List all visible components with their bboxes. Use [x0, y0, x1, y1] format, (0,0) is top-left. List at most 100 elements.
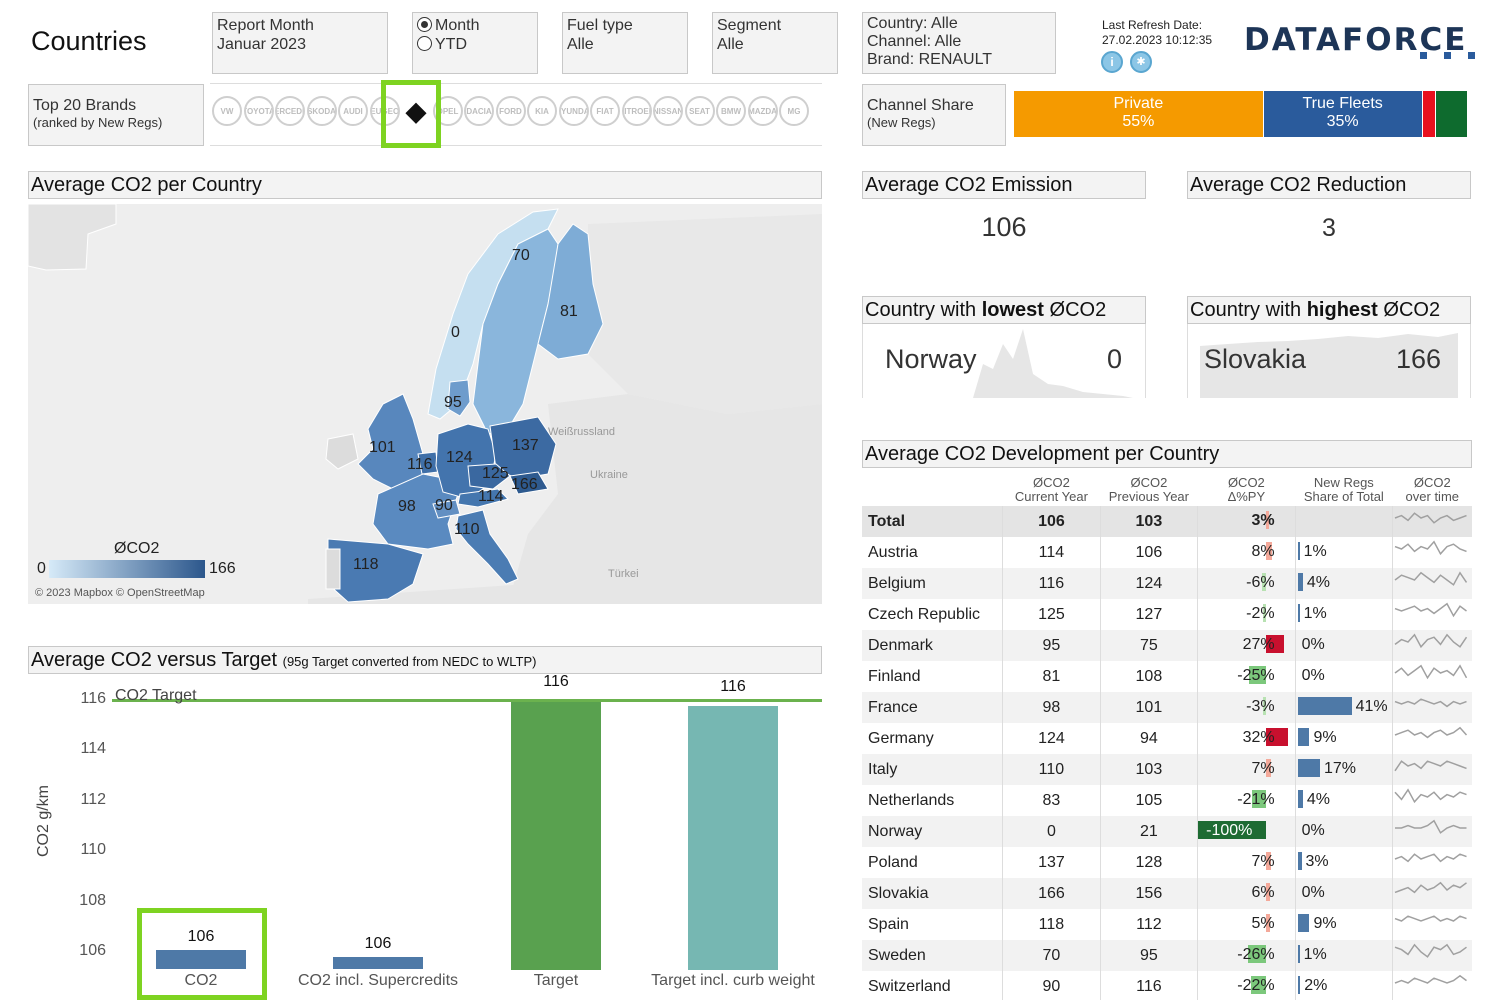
- trend-sparkline: [1394, 571, 1468, 586]
- info-icon[interactable]: i: [1101, 51, 1123, 73]
- share-value: 4%: [1306, 791, 1330, 808]
- brand-logo-hyundai[interactable]: HYUNDAI: [558, 96, 589, 126]
- kpi-avg-reduction-title: Average CO2 Reduction: [1187, 171, 1471, 199]
- header-current-year[interactable]: ØCO2 Current Year: [1014, 475, 1088, 504]
- brand-logo-bmw[interactable]: BMW: [716, 96, 746, 126]
- table-row[interactable]: Norway 0 21 -100% 0%: [862, 816, 1472, 847]
- co2-delta-cell: 3%: [1197, 506, 1296, 537]
- table-row[interactable]: Slovakia 166 156 6% 0%: [862, 878, 1472, 909]
- share-cell: [1295, 506, 1394, 537]
- bar-target[interactable]: [511, 702, 601, 970]
- brand-logo-fiat[interactable]: FIAT: [590, 96, 620, 126]
- brand-logo-mazda[interactable]: MAZDA: [747, 96, 778, 126]
- brand-logo-toyota[interactable]: TOYOTA: [243, 96, 274, 126]
- channel-share-bar[interactable]: Private 55% True Fleets 35%: [1014, 91, 1468, 137]
- co2-delta-cell: -6%: [1197, 568, 1296, 599]
- share-value: 4%: [1306, 574, 1330, 591]
- logo-dot: [1444, 52, 1451, 59]
- country-name: Switzerland: [862, 971, 1004, 1000]
- development-table: ØCO2 Current Year ØCO2 Previous Year ØCO2 Δ…: [862, 476, 1472, 1000]
- co2-map[interactable]: Weißrussland Ukraine Türkei 70 81 0 95 1…: [28, 204, 822, 604]
- brand-logo-nissan[interactable]: NISSAN: [653, 96, 683, 126]
- radio-checked-icon[interactable]: [417, 17, 432, 32]
- table-row[interactable]: Denmark 95 75 27% 0%: [862, 630, 1472, 661]
- bar-co2[interactable]: [156, 950, 246, 969]
- table-row[interactable]: Total 106 103 3%: [862, 506, 1472, 537]
- brand-logo-opel[interactable]: OPEL: [432, 96, 463, 126]
- header-share[interactable]: New Regs Share of Total: [1303, 475, 1384, 504]
- delta-bar: [1263, 697, 1267, 715]
- bar-co2-incl-supercredits[interactable]: [333, 957, 423, 969]
- co2-delta-cell: -3%: [1197, 692, 1296, 723]
- channel-segment-3[interactable]: [1436, 91, 1468, 137]
- channel-segment-1[interactable]: True Fleets 35%: [1263, 91, 1423, 137]
- country-slovakia: [509, 471, 549, 495]
- share-bar: [1297, 759, 1320, 777]
- table-row[interactable]: Finland 81 108 -25% 0%: [862, 661, 1472, 692]
- table-row[interactable]: Netherlands 83 105 -21% 4%: [862, 785, 1472, 816]
- table-row[interactable]: Poland 137 128 7% 3%: [862, 847, 1472, 878]
- table-row[interactable]: Germany 124 94 32% 9%: [862, 723, 1472, 754]
- table-row[interactable]: Italy 110 103 7% 17%: [862, 754, 1472, 785]
- lightbulb-icon[interactable]: ✱: [1130, 51, 1152, 73]
- brand-logo-citroen[interactable]: CITROEN: [621, 96, 652, 126]
- brand-logo-seat[interactable]: SEAT: [684, 96, 715, 126]
- brand-logo-audi[interactable]: AUDI: [338, 96, 368, 126]
- period-option-month[interactable]: Month: [417, 16, 533, 35]
- table-row[interactable]: Czech Republic 125 127 -2% 1%: [862, 599, 1472, 630]
- channel-segment-2[interactable]: [1422, 91, 1437, 137]
- map-value-germany: 124: [446, 449, 473, 466]
- share-value: 0%: [1301, 667, 1325, 684]
- table-row[interactable]: Austria 114 106 8% 1%: [862, 537, 1472, 568]
- trend-sparkline: [1394, 540, 1467, 556]
- share-bar: [1297, 573, 1303, 591]
- map-legend-max: 166: [209, 560, 236, 577]
- co2-previous-year: 124: [1100, 568, 1199, 599]
- brand-logo-ford[interactable]: FORD: [495, 96, 526, 126]
- delta-bar: [1266, 883, 1271, 901]
- delta-bar: [1266, 914, 1270, 932]
- table-row[interactable]: Belgium 116 124 -6% 4%: [862, 568, 1472, 599]
- period-option-ytd[interactable]: YTD: [417, 35, 533, 54]
- trend-sparkline: [1395, 819, 1467, 834]
- share-value: 2%: [1304, 977, 1328, 994]
- delta-value: 8%: [1251, 543, 1275, 560]
- radio-unchecked-icon[interactable]: [417, 36, 432, 51]
- table-row[interactable]: Switzerland 90 116 -22% 2%: [862, 971, 1472, 1000]
- brand-logo-dacia[interactable]: DACIA: [464, 96, 494, 126]
- table-row[interactable]: France 98 101 -3% 41%: [862, 692, 1472, 723]
- brand-logo-mg[interactable]: MG: [779, 96, 809, 126]
- kpi-lowest-sparkarea: [973, 329, 1133, 398]
- report-month-filter[interactable]: Report Month Januar 2023: [212, 12, 388, 74]
- brand-logo-skoda[interactable]: SKODA: [306, 96, 337, 126]
- brand-logo-renault[interactable]: ◆: [406, 96, 426, 126]
- trend-cell: [1392, 568, 1472, 599]
- x-category-label: CO2: [184, 972, 218, 989]
- channel-segment-0[interactable]: Private 55%: [1014, 91, 1264, 137]
- co2-current-year: 90: [1002, 971, 1101, 1000]
- segment-filter[interactable]: Segment Alle: [712, 12, 838, 74]
- target-chart-plot[interactable]: 106 CO2 106 CO2 incl. Supercredits 116 Target…: [112, 673, 822, 989]
- brand-logo-kia[interactable]: KIA: [527, 96, 557, 126]
- delta-bar: [1266, 759, 1271, 777]
- header-previous-year[interactable]: ØCO2 Previous Year: [1108, 475, 1189, 504]
- brand-logo-vw[interactable]: VW: [212, 96, 242, 126]
- share-bar: [1297, 914, 1310, 932]
- fuel-type-filter[interactable]: Fuel type Alle: [562, 12, 688, 74]
- co2-current-year: 137: [1002, 847, 1101, 878]
- share-value: 9%: [1313, 729, 1337, 746]
- co2-delta-cell: 5%: [1197, 909, 1296, 940]
- trend-cell: [1393, 661, 1472, 692]
- brand-logo-mercedes[interactable]: MERCEDES: [275, 96, 305, 126]
- y-tick-label: 112: [80, 790, 106, 808]
- table-row[interactable]: Spain 118 112 5% 9%: [862, 909, 1472, 940]
- y-tick-label: 110: [80, 841, 106, 859]
- co2-current-year: 118: [1002, 909, 1101, 940]
- target-line-label: CO2 Target: [115, 687, 197, 704]
- header-delta[interactable]: ØCO2 Δ%PY: [1227, 475, 1266, 504]
- country-portugal: [325, 548, 341, 590]
- co2-current-year: 110: [1002, 754, 1101, 785]
- table-row[interactable]: Sweden 70 95 -26% 1%: [862, 940, 1472, 971]
- bar-target-incl-curb-weight[interactable]: [688, 706, 778, 970]
- co2-current-year: 0: [1002, 816, 1101, 847]
